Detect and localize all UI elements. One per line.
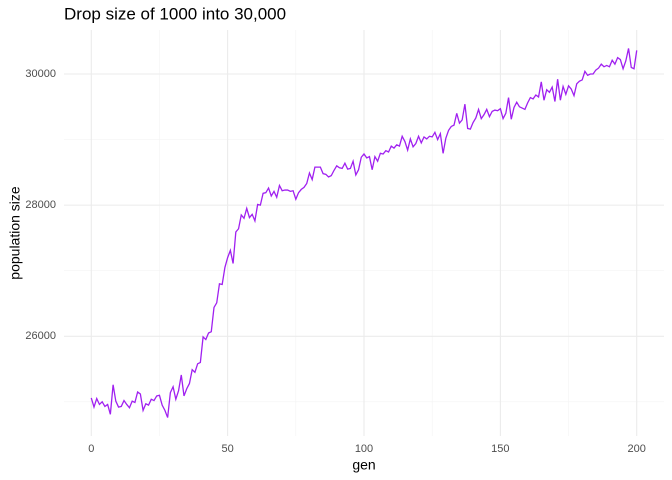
y-axis-title: population size [7,186,23,280]
x-tick-label: 0 [88,443,94,455]
y-tick-label: 30000 [25,68,56,80]
x-tick-label: 100 [355,443,373,455]
y-tick-label: 28000 [25,199,56,211]
x-tick-label: 150 [491,443,509,455]
x-axis-title: gen [352,457,375,473]
chart-title: Drop size of 1000 into 30,000 [64,4,286,23]
x-tick-label: 50 [222,443,234,455]
x-tick-label: 200 [628,443,646,455]
y-tick-label: 26000 [25,330,56,342]
data-line [90,48,638,418]
